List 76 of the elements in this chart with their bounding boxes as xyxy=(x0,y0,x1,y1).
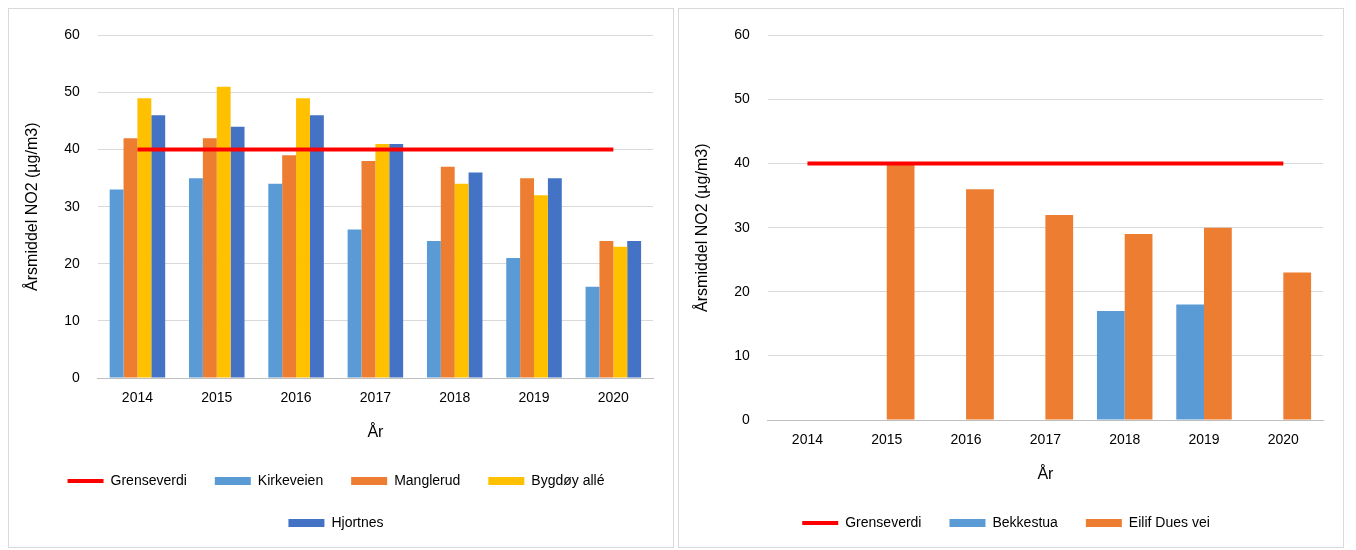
y-axis-title: Årsmiddel NO2 (µg/m3) xyxy=(22,122,41,291)
bar xyxy=(613,246,628,378)
legend-label: Eilif Dues vei xyxy=(1128,513,1210,530)
y-tick-label: 20 xyxy=(64,254,80,271)
bar xyxy=(347,229,362,378)
legend-label: Manglerud xyxy=(394,471,461,488)
bar xyxy=(1283,272,1312,420)
bar xyxy=(151,115,166,378)
bar xyxy=(137,98,152,378)
bar xyxy=(886,163,915,420)
y-tick-label: 20 xyxy=(734,282,750,299)
bar xyxy=(361,161,376,378)
bar xyxy=(202,138,217,378)
bar xyxy=(109,189,124,378)
y-tick-label: 0 xyxy=(71,368,80,385)
y-tick-label: 60 xyxy=(734,26,750,43)
bar xyxy=(534,195,548,378)
bar xyxy=(506,258,521,378)
x-tick-label: 2018 xyxy=(1109,431,1141,448)
x-axis-title: År xyxy=(367,421,385,440)
bar xyxy=(1096,311,1125,420)
bar xyxy=(1204,227,1232,420)
legend-label: Kirkeveien xyxy=(257,471,324,488)
x-tick-label: 2014 xyxy=(121,389,154,406)
x-tick-label: 2016 xyxy=(280,389,312,406)
bar xyxy=(123,138,138,378)
bar xyxy=(440,166,455,378)
y-tick-label: 10 xyxy=(64,311,80,328)
y-tick-label: 40 xyxy=(64,140,80,157)
y-tick-label: 50 xyxy=(64,83,80,100)
x-tick-label: 2016 xyxy=(950,431,982,448)
y-tick-label: 30 xyxy=(734,218,750,235)
bar xyxy=(547,178,562,378)
legend-label: Bekkestua xyxy=(992,513,1059,530)
bar xyxy=(585,286,600,378)
bar xyxy=(599,240,614,378)
legend-label: Bygdøy allé xyxy=(531,471,605,488)
bar xyxy=(468,172,483,378)
x-tick-label: 2015 xyxy=(201,389,233,406)
x-tick-label: 2014 xyxy=(791,431,824,448)
legend-label: Grenseverdi xyxy=(110,471,187,488)
bar xyxy=(966,189,994,420)
x-tick-label: 2015 xyxy=(871,431,903,448)
y-tick-label: 10 xyxy=(734,346,750,363)
bar xyxy=(296,98,310,378)
x-tick-label: 2019 xyxy=(518,389,550,406)
bar xyxy=(426,240,441,378)
bar xyxy=(188,178,203,378)
legend-label: Hjortnes xyxy=(331,513,384,530)
bar xyxy=(309,115,324,378)
bar xyxy=(268,183,283,378)
y-tick-label: 60 xyxy=(64,26,80,43)
x-tick-label: 2020 xyxy=(1267,431,1300,448)
x-tick-label: 2018 xyxy=(439,389,471,406)
bar xyxy=(520,178,535,378)
y-tick-label: 50 xyxy=(734,90,750,107)
bar xyxy=(389,143,404,378)
y-axis-title: Årsmiddel NO2 (µg/m3) xyxy=(692,143,711,312)
x-tick-label: 2017 xyxy=(1029,431,1062,448)
x-tick-label: 2017 xyxy=(359,389,392,406)
bar xyxy=(282,155,297,378)
y-tick-label: 0 xyxy=(741,410,750,427)
y-tick-label: 30 xyxy=(64,197,80,214)
bar xyxy=(1176,304,1205,420)
y-tick-label: 40 xyxy=(734,154,750,171)
x-axis-title: År xyxy=(1037,463,1055,482)
bar xyxy=(375,143,390,378)
bar xyxy=(454,183,469,378)
x-tick-label: 2019 xyxy=(1188,431,1220,448)
bar xyxy=(1124,234,1153,420)
bar xyxy=(1045,214,1074,420)
bar xyxy=(627,240,642,378)
bar xyxy=(216,86,231,378)
legend-label: Grenseverdi xyxy=(845,513,922,530)
bar xyxy=(230,126,245,378)
x-tick-label: 2020 xyxy=(597,389,630,406)
